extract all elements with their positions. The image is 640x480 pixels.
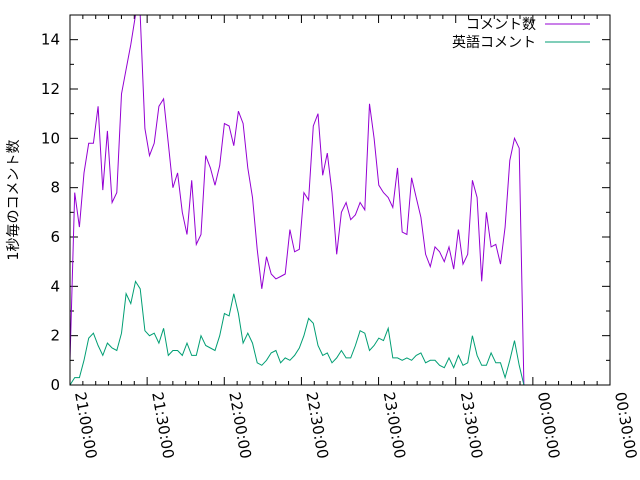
series-line-english-comment <box>70 280 525 385</box>
y-axis-label: 1秒毎のコメント数 <box>6 140 22 261</box>
plot-frame <box>69 14 611 386</box>
series-line-comment-count <box>70 15 525 385</box>
series-lines <box>70 15 525 385</box>
y-tick-label: 0 <box>50 376 60 394</box>
y-tick-label: 2 <box>50 327 60 345</box>
legend-label-english-comment: 英語コメント <box>452 34 536 51</box>
y-tick-label: 12 <box>41 80 60 98</box>
y-tick-label: 10 <box>41 129 60 147</box>
y-tick-label: 6 <box>50 228 60 246</box>
y-tick-label: 8 <box>50 179 60 197</box>
y-tick-label: 4 <box>50 277 60 295</box>
legend-label-comment-count: コメント数 <box>466 17 536 33</box>
y-tick-label: 14 <box>41 31 60 49</box>
